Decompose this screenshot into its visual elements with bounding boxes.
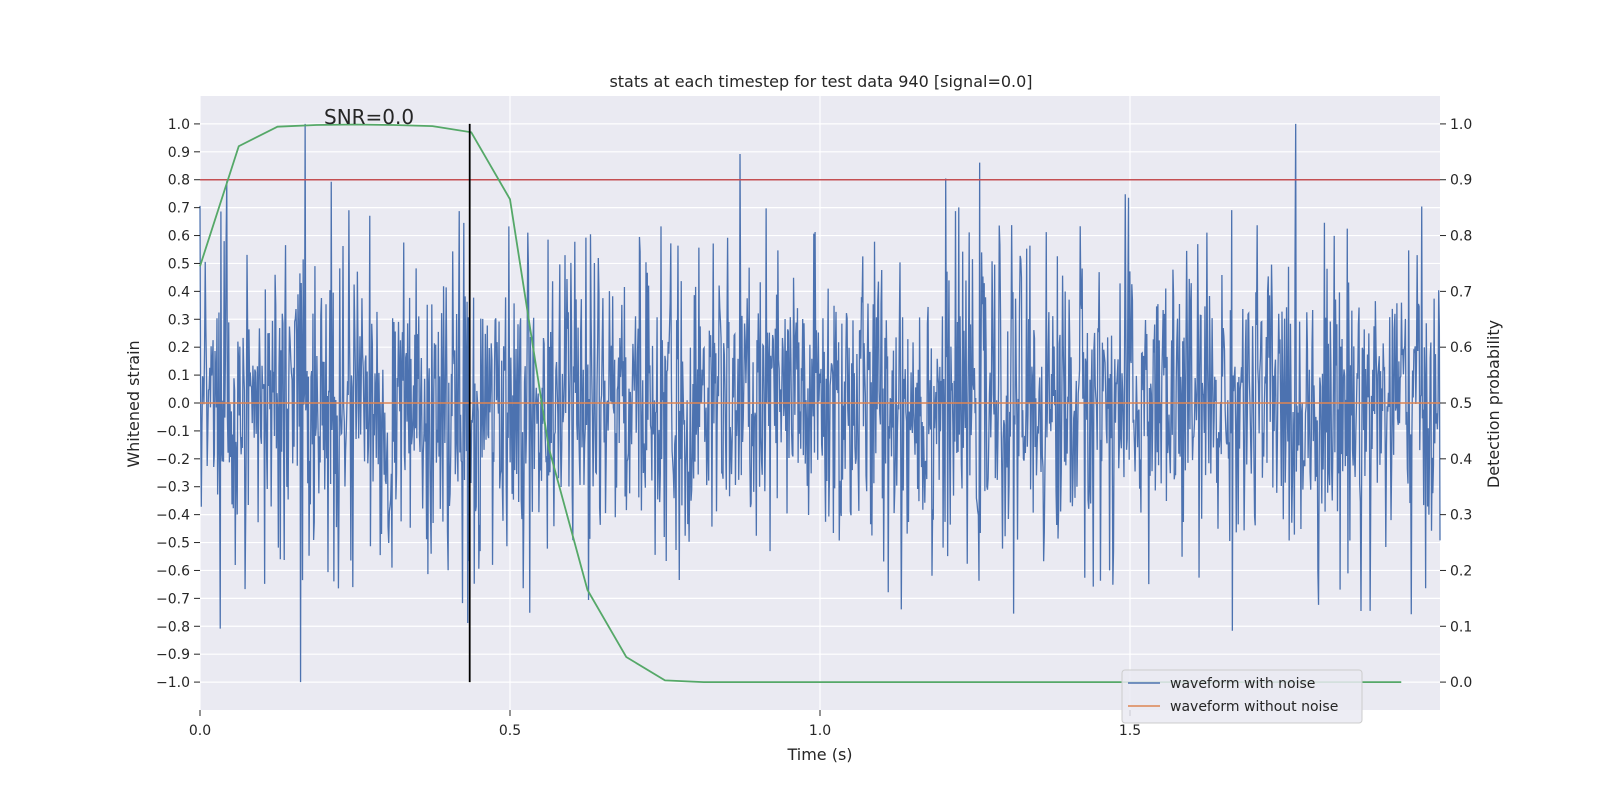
y-tick-label-7: −0.3	[156, 480, 190, 496]
legend-label-waveform-without-noise: waveform without noise	[1170, 699, 1338, 715]
y-tick-label-5: −0.5	[156, 536, 190, 552]
y2-tick-label-9: 0.9	[1450, 173, 1472, 189]
y-tick-label-2: −0.8	[156, 619, 190, 635]
y2-tick-label-6: 0.6	[1450, 340, 1472, 356]
y-tick-label-11: 0.1	[168, 368, 190, 384]
y-tick-label-12: 0.2	[168, 340, 190, 356]
y-tick-label-19: 0.9	[168, 145, 190, 161]
x-tick-label-2: 1.0	[809, 723, 831, 739]
y-tick-label-18: 0.8	[168, 173, 190, 189]
y-axis-label: Whitened strain	[124, 340, 143, 467]
y2-tick-label-10: 1.0	[1450, 117, 1472, 133]
y-tick-label-15: 0.5	[168, 256, 190, 272]
x-axis-label: Time (s)	[786, 745, 852, 764]
x-tick-label-1: 0.5	[499, 723, 521, 739]
y-tick-label-13: 0.3	[168, 312, 190, 328]
y-tick-label-3: −0.7	[156, 591, 190, 607]
y2-tick-label-2: 0.2	[1450, 563, 1472, 579]
y2-tick-label-3: 0.3	[1450, 508, 1472, 524]
y-tick-label-20: 1.0	[168, 117, 190, 133]
y-tick-label-10: 0.0	[168, 396, 190, 412]
y-tick-label-14: 0.4	[168, 284, 190, 300]
y2-tick-label-5: 0.5	[1450, 396, 1472, 412]
y2-tick-label-0: 0.0	[1450, 675, 1472, 691]
snr-annotation: SNR=0.0	[324, 105, 414, 129]
y-tick-label-1: −0.9	[156, 647, 190, 663]
y2-axis-label: Detection probability	[1484, 320, 1503, 488]
y2-tick-label-1: 0.1	[1450, 619, 1472, 635]
y2-tick-label-8: 0.8	[1450, 229, 1472, 245]
legend-box	[1121, 669, 1363, 724]
ticks: −1.0 −0.9 −0.8 −0.7 −0.6 −0.5 −0.4 −0.3 −0.2 −0.1…	[156, 117, 1472, 739]
series-waveform-with-noise	[199, 123, 1441, 683]
legend-label-waveform-with-noise: waveform with noise	[1170, 676, 1315, 692]
y2-tick-label-7: 0.7	[1450, 284, 1472, 300]
y-tick-label-6: −0.4	[156, 508, 190, 524]
y-tick-label-17: 0.7	[168, 201, 190, 217]
x-tick-label-0: 0.0	[189, 723, 211, 739]
y-tick-label-4: −0.6	[156, 563, 190, 579]
x-tick-label-3: 1.5	[1119, 723, 1141, 739]
y-tick-label-16: 0.6	[168, 229, 190, 245]
chart-title: stats at each timestep for test data 940…	[609, 72, 1032, 91]
y-tick-label-0: −1.0	[156, 675, 190, 691]
y-tick-label-9: −0.1	[156, 424, 190, 440]
legend: waveform with noise waveform without noi…	[1121, 669, 1363, 724]
data-layer	[199, 123, 1441, 683]
y2-tick-label-4: 0.4	[1450, 452, 1472, 468]
y-tick-label-8: −0.2	[156, 452, 190, 468]
